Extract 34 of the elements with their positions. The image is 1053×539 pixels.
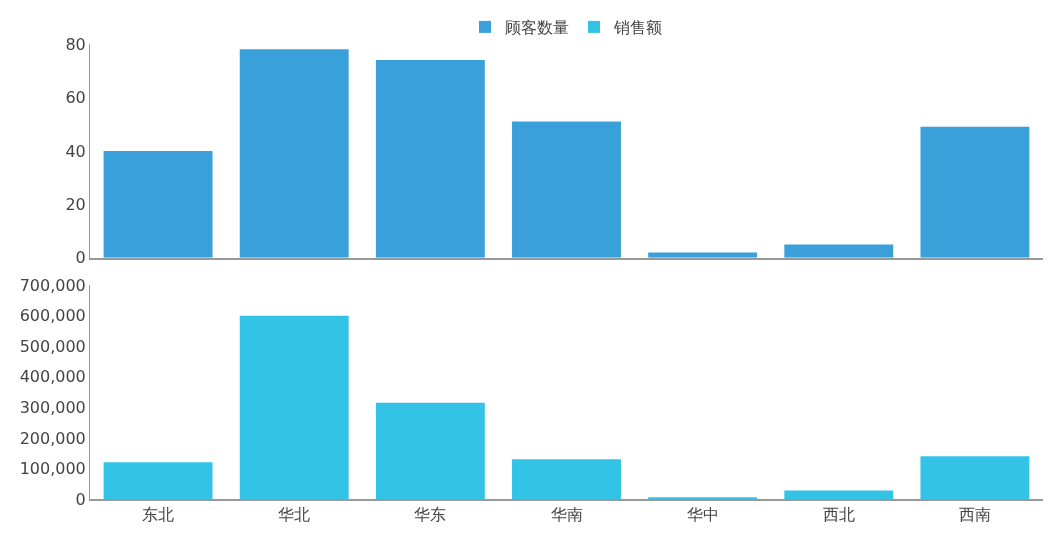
bar — [512, 459, 621, 499]
bar — [103, 150, 213, 258]
y-tick-label: 40 — [65, 141, 86, 161]
y-tick-label: 0 — [75, 489, 86, 509]
legend-label: 销售额 — [613, 18, 662, 38]
x-tick-label: 华东 — [414, 504, 447, 524]
bar — [784, 490, 894, 499]
x-tick-label: 华北 — [278, 504, 311, 524]
legend-label: 顾客数量 — [505, 18, 569, 38]
bar — [784, 244, 894, 258]
bar — [239, 49, 349, 258]
bar — [920, 126, 1030, 258]
x-tick-label: 华南 — [550, 504, 583, 524]
bar — [103, 462, 213, 499]
x-tick-label: 西北 — [822, 504, 855, 524]
y-tick-label: 200,000 — [19, 428, 86, 448]
y-tick-label: 600,000 — [19, 306, 86, 326]
y-tick-label: 700,000 — [19, 275, 86, 295]
bar — [920, 456, 1030, 499]
bar — [375, 60, 485, 258]
bar — [239, 315, 349, 499]
y-tick-label: 400,000 — [19, 367, 86, 387]
y-tick-label: 20 — [65, 194, 86, 214]
y-tick-label: 100,000 — [19, 459, 86, 479]
y-tick-label: 300,000 — [19, 397, 86, 417]
bar — [375, 402, 485, 499]
y-tick-label: 60 — [65, 88, 86, 108]
y-tick-label: 80 — [65, 34, 86, 54]
y-tick-label: 0 — [75, 248, 86, 268]
x-tick-label: 东北 — [142, 504, 175, 524]
x-tick-label: 西南 — [958, 504, 991, 524]
y-tick-label: 500,000 — [19, 336, 86, 356]
bar — [512, 121, 621, 258]
x-tick-label: 华中 — [686, 504, 719, 524]
